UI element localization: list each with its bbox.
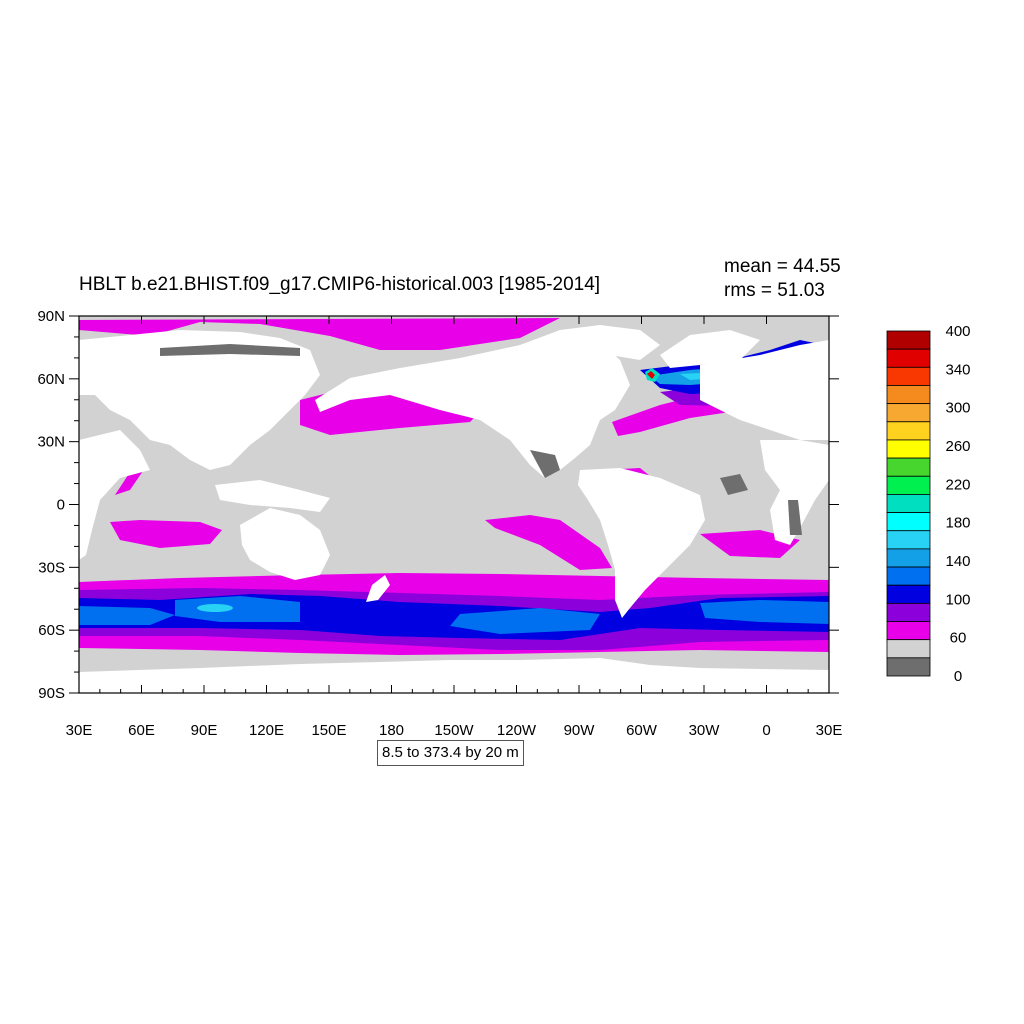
y-tick-label: 30S <box>38 559 65 576</box>
colorbar-swatch <box>886 621 931 641</box>
colorbar-label: 180 <box>945 515 970 532</box>
x-tick-label: 180 <box>379 722 404 739</box>
land-antarctica <box>79 658 829 693</box>
land-africa <box>79 430 150 560</box>
colorbar-swatch <box>886 657 931 677</box>
y-axis: 90N 60N 30N 0 30S 60S 90S <box>37 308 839 702</box>
colorbar-swatch <box>886 421 931 441</box>
x-tick-label: 60W <box>626 722 658 739</box>
colorbar-label: 300 <box>945 400 970 417</box>
y-tick-label: 30N <box>37 434 65 451</box>
x-tick-label: 90E <box>191 722 218 739</box>
colorbar-swatch <box>886 330 931 350</box>
colorbar-swatch <box>886 366 931 386</box>
land-north-america <box>315 330 630 478</box>
colorbar-label: 260 <box>945 438 970 455</box>
southern-ocean-lightblue-3 <box>450 608 600 634</box>
southern-ocean-lightblue-2 <box>175 596 300 622</box>
shallow-west-africa <box>788 500 802 535</box>
colorbar-swatch <box>886 385 931 405</box>
colorbar-label: 400 <box>945 323 970 340</box>
y-tick-label: 60S <box>38 622 65 639</box>
colorbar-label: 220 <box>945 476 970 493</box>
x-axis: 30E 60E 90E 120E 150E 180 150W 120W 90W 60W 30W 0 30… <box>66 316 843 739</box>
colorbar-swatch <box>886 475 931 495</box>
y-tick-label: 90S <box>38 685 65 702</box>
shallow-arctic-shelf <box>160 344 300 356</box>
land-south-america <box>578 468 705 618</box>
y-tick-label: 60N <box>37 371 65 388</box>
x-tick-label: 120W <box>497 722 537 739</box>
rms-stat: rms = 51.03 <box>724 280 825 301</box>
land-eurasia <box>79 330 320 470</box>
colorbar-swatch <box>886 403 931 423</box>
colorbar-swatch <box>886 512 931 532</box>
colorbar-swatch <box>886 494 931 513</box>
south-pacific-patch <box>485 515 612 570</box>
colorbar-swatch <box>886 457 931 477</box>
colorbar-swatch <box>886 439 931 459</box>
colorbar-swatch <box>886 548 931 568</box>
land-greenland <box>660 330 760 368</box>
land-africa-east <box>760 440 829 545</box>
map-field <box>79 316 829 693</box>
x-tick-label: 30E <box>66 722 93 739</box>
colorbar-swatch <box>886 602 931 622</box>
land-australia <box>240 508 330 580</box>
colorbar-swatch <box>886 639 931 659</box>
x-tick-label: 30W <box>689 722 721 739</box>
land-arctic-islands <box>560 325 660 360</box>
southern-ocean-cyan-patch <box>197 604 233 612</box>
colorbar-swatch <box>886 530 931 550</box>
x-tick-label: 0 <box>762 722 770 739</box>
colorbar-label: 100 <box>945 591 970 608</box>
mean-stat: mean = 44.55 <box>724 256 841 277</box>
land-europe <box>700 340 829 440</box>
x-tick-label: 90W <box>564 722 596 739</box>
colorbar-swatch <box>886 348 931 368</box>
y-tick-label: 90N <box>37 308 65 325</box>
colorbar-label: 340 <box>945 361 970 378</box>
x-tick-label: 30E <box>816 722 843 739</box>
x-tick-label: 120E <box>249 722 284 739</box>
colorbar-label: 140 <box>945 553 970 570</box>
shallow-gulf-of-guinea <box>720 474 748 495</box>
southern-ocean-lightblue-4 <box>700 600 829 624</box>
southern-ocean-lightblue-1 <box>79 606 175 625</box>
arctic-patch <box>79 318 560 350</box>
x-tick-label: 150E <box>311 722 346 739</box>
land-maritime-continent <box>215 480 330 512</box>
colorbar-label: 0 <box>954 668 962 685</box>
land-new-zealand <box>366 575 390 602</box>
contour-range-label: 8.5 to 373.4 by 20 m <box>377 740 524 766</box>
colorbar: 400 340 300 260 220 180 140 100 60 0 <box>886 323 971 685</box>
indian-ocean-patch <box>110 520 222 548</box>
y-tick-label: 0 <box>57 497 65 514</box>
arabian-sea-patch <box>115 468 145 495</box>
colorbar-swatch <box>886 584 931 604</box>
colorbar-swatch <box>886 566 931 586</box>
plot-title: HBLT b.e21.BHIST.f09_g17.CMIP6-historica… <box>79 274 601 295</box>
x-tick-label: 150W <box>434 722 474 739</box>
shallow-east-pacific <box>530 450 560 478</box>
x-tick-label: 60E <box>128 722 155 739</box>
labrador-sea-peak <box>647 371 655 379</box>
colorbar-label: 60 <box>950 630 967 647</box>
